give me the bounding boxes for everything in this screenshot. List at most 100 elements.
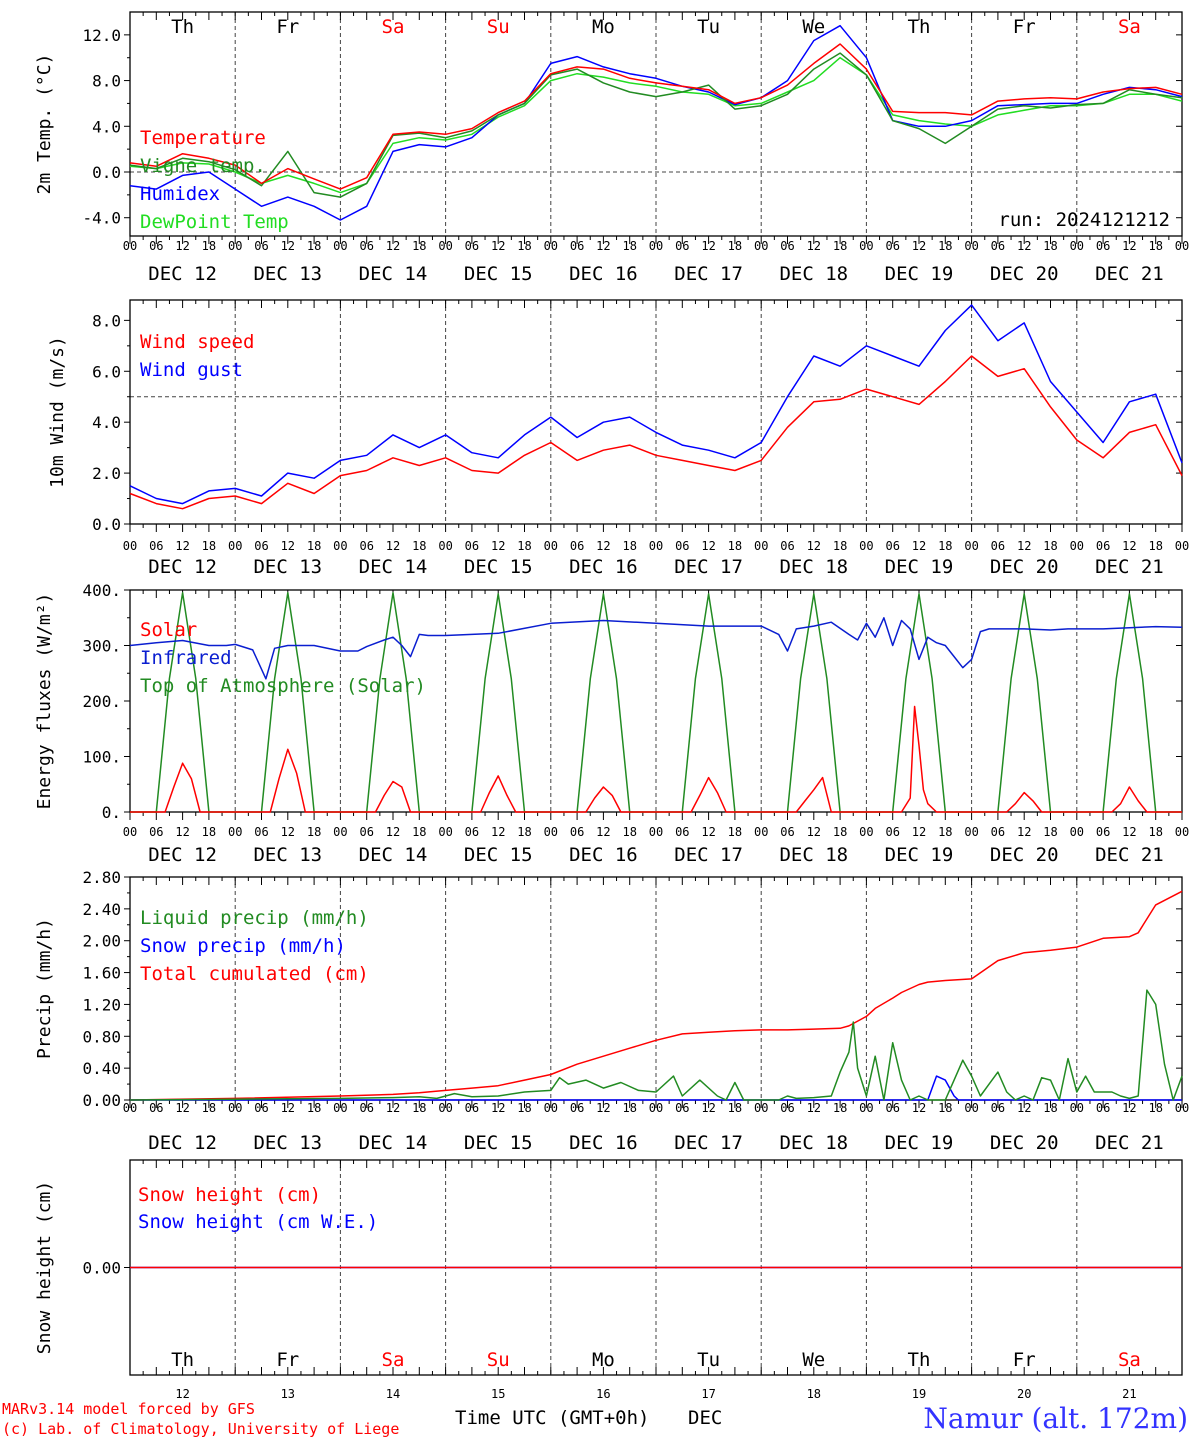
- day-abbrev: Th: [908, 16, 931, 38]
- y-tick-label: 4.0: [92, 117, 121, 136]
- hour-tick-label: 12: [701, 239, 715, 253]
- y-tick-label: -4.0: [82, 209, 121, 228]
- hour-tick-label: 12: [596, 825, 610, 839]
- series-line: [129, 355, 1183, 510]
- date-label: DEC 16: [569, 556, 638, 578]
- hour-tick-label: 00: [228, 239, 242, 253]
- hour-tick-label: 12: [701, 825, 715, 839]
- hour-tick-label: 06: [254, 825, 268, 839]
- legend-entry: Temperature: [140, 127, 266, 149]
- hour-tick-label: 00: [859, 539, 873, 553]
- hour-tick-label: 12: [386, 825, 400, 839]
- y-axis-title: 2m Temp. (°C): [34, 54, 55, 195]
- hour-tick-label: 06: [570, 825, 584, 839]
- hour-tick-label: 12: [701, 539, 715, 553]
- hour-tick-label: 18: [833, 825, 847, 839]
- y-tick-label: 6.0: [92, 362, 121, 381]
- legend-entry: Liquid precip (mm/h): [140, 907, 369, 929]
- hour-tick-label: 06: [885, 539, 899, 553]
- day-number: 14: [386, 1387, 400, 1401]
- panel-5: 0.00 Snow height (cm) Th Fr Sa Su Mo Tu We Th Fr Sa…: [34, 1159, 1183, 1401]
- hour-tick-label: 00: [649, 539, 663, 553]
- date-label: DEC 16: [569, 263, 638, 285]
- hour-tick-label: 00: [438, 539, 452, 553]
- hour-tick-label: 12: [807, 825, 821, 839]
- day-abbrev: Su: [487, 1349, 510, 1371]
- hour-tick-label: 12: [807, 539, 821, 553]
- y-axis-title: Energy fluxes (W/m²): [34, 593, 55, 810]
- date-label: DEC 14: [359, 263, 428, 285]
- hour-tick-label: 12: [491, 1101, 505, 1115]
- y-tick-label: 0.40: [82, 1059, 121, 1078]
- hour-tick-label: 06: [254, 1101, 268, 1115]
- hour-tick-label: 18: [1148, 539, 1162, 553]
- hour-tick-label: 12: [175, 239, 189, 253]
- hour-tick-label: 06: [359, 239, 373, 253]
- hour-tick-label: 12: [596, 239, 610, 253]
- day-abbrev: Tu: [697, 16, 720, 38]
- day-number: 15: [491, 1387, 505, 1401]
- hour-tick-label: 00: [438, 825, 452, 839]
- hour-tick-label: 06: [675, 825, 689, 839]
- date-label: DEC 18: [779, 844, 848, 866]
- legend-entry: Top of Atmosphere (Solar): [140, 675, 426, 697]
- credit-line-2: (c) Lab. of Climatology, University of L…: [2, 1420, 399, 1438]
- hour-tick-label: 18: [1148, 825, 1162, 839]
- date-label: DEC 17: [674, 844, 743, 866]
- hour-tick-label: 06: [675, 239, 689, 253]
- hour-tick-label: 12: [1122, 239, 1136, 253]
- hour-tick-label: 18: [202, 825, 216, 839]
- day-abbrev: Mo: [592, 1349, 615, 1371]
- hour-tick-label: 18: [728, 1101, 742, 1115]
- hour-tick-label: 18: [517, 239, 531, 253]
- hour-tick-label: 06: [359, 539, 373, 553]
- date-label: DEC 13: [253, 1132, 322, 1154]
- date-label: DEC 21: [1095, 844, 1164, 866]
- y-tick-label: 200.: [82, 692, 121, 711]
- day-number: 19: [912, 1387, 926, 1401]
- hour-tick-label: 00: [333, 539, 347, 553]
- series-line: [130, 705, 1182, 813]
- hour-tick-label: 18: [1043, 825, 1057, 839]
- day-number: 18: [807, 1387, 821, 1401]
- hour-tick-label: 12: [912, 1101, 926, 1115]
- hour-tick-label: 12: [1017, 1101, 1031, 1115]
- date-label: DEC 18: [779, 263, 848, 285]
- time-axis-label: Time UTC (GMT+0h): [455, 1407, 649, 1429]
- series-line: [129, 617, 1183, 680]
- hour-tick-label: 18: [307, 239, 321, 253]
- date-label: DEC 13: [253, 263, 322, 285]
- hour-tick-label: 18: [517, 1101, 531, 1115]
- hour-tick-label: 18: [938, 539, 952, 553]
- hour-tick-label: 06: [465, 825, 479, 839]
- hour-tick-label: 12: [175, 1101, 189, 1115]
- day-abbrev: We: [802, 16, 825, 38]
- hour-tick-label: 06: [1096, 1101, 1110, 1115]
- hour-tick-label: 12: [386, 239, 400, 253]
- y-tick-label: 100.: [82, 748, 121, 767]
- y-tick-label: 4.0: [92, 413, 121, 432]
- hour-tick-label: 00: [1175, 1101, 1189, 1115]
- hour-tick-label: 06: [675, 539, 689, 553]
- hour-tick-label: 00: [1175, 239, 1189, 253]
- date-label: DEC 14: [359, 1132, 428, 1154]
- date-label: DEC 12: [148, 556, 217, 578]
- date-label: DEC 15: [464, 844, 533, 866]
- y-axis-title: Snow height (cm): [34, 1181, 55, 1354]
- series-line: [129, 43, 1183, 190]
- hour-tick-label: 18: [938, 1101, 952, 1115]
- hour-tick-label: 12: [175, 825, 189, 839]
- hour-tick-label: 18: [833, 239, 847, 253]
- hour-tick-label: 06: [885, 239, 899, 253]
- day-abbrev: Fr: [1013, 16, 1036, 38]
- hour-tick-label: 18: [202, 239, 216, 253]
- date-label: DEC 21: [1095, 263, 1164, 285]
- hour-tick-label: 18: [517, 539, 531, 553]
- date-label: DEC 20: [990, 1132, 1059, 1154]
- hour-tick-label: 12: [807, 1101, 821, 1115]
- hour-tick-label: 00: [964, 825, 978, 839]
- date-label: DEC 12: [148, 263, 217, 285]
- hour-tick-label: 18: [833, 1101, 847, 1115]
- run-label: run: 2024121212: [998, 209, 1170, 231]
- hour-tick-label: 18: [1148, 239, 1162, 253]
